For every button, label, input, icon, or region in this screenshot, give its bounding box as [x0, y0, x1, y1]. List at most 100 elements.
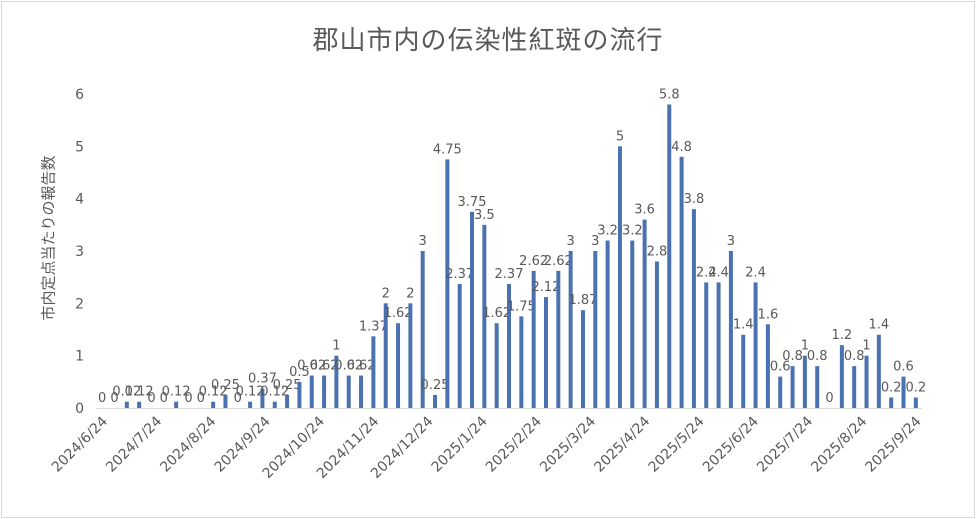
bar: [408, 303, 413, 408]
bar: [716, 282, 721, 408]
data-label: 3.5: [474, 208, 495, 223]
data-label: 0.8: [782, 349, 803, 364]
bar: [728, 251, 733, 408]
bar: [297, 381, 302, 408]
bar: [864, 355, 869, 408]
bar: [913, 397, 918, 408]
data-label: 0.2: [881, 381, 902, 396]
data-label: 0.62: [347, 359, 376, 374]
data-label: 1: [862, 339, 870, 354]
x-tick-label: 2025/5/24: [646, 413, 708, 475]
bar: [704, 282, 709, 408]
bar: [420, 251, 425, 408]
data-label: 1.6: [758, 307, 779, 322]
bar: [889, 397, 894, 408]
bar: [815, 366, 820, 408]
data-label: 0.62: [310, 359, 339, 374]
data-label: 2.4: [745, 265, 766, 280]
bar: [531, 270, 536, 408]
data-label: 0: [98, 391, 106, 406]
bar: [383, 303, 388, 408]
data-label: 2: [406, 286, 414, 301]
data-label: 0.5: [289, 365, 310, 380]
data-label: 0.37: [248, 372, 277, 387]
y-tick-label: 3: [75, 244, 84, 260]
x-tick-label: 2025/2/24: [483, 413, 545, 475]
data-label: 0.2: [905, 381, 926, 396]
y-tick-label: 5: [75, 139, 84, 155]
bar: [470, 211, 475, 408]
x-tick-label: 2025/8/24: [808, 413, 870, 475]
data-label: 5: [616, 129, 624, 144]
bar: [605, 240, 610, 408]
data-label: 1.4: [869, 318, 890, 333]
bar: [852, 366, 857, 408]
bar: [457, 283, 462, 408]
data-label: 0: [110, 391, 118, 406]
bar: [543, 297, 548, 408]
data-label: 2.4: [696, 265, 717, 280]
bar: [445, 159, 450, 408]
data-label: 3.2: [622, 224, 643, 239]
bar: [272, 401, 277, 408]
data-label: 1.75: [507, 299, 536, 314]
data-label: 5.8: [659, 87, 680, 102]
y-tick-label: 4: [75, 192, 84, 208]
bar: [753, 282, 758, 408]
bar: [346, 375, 351, 408]
bar: [248, 401, 253, 408]
data-label: 0.25: [421, 378, 450, 393]
y-tick-label: 2: [75, 296, 84, 312]
x-tick-label: 2025/4/24: [591, 413, 653, 475]
bar: [124, 401, 129, 408]
data-label: 2: [382, 286, 390, 301]
data-label: 0: [234, 391, 242, 406]
data-label: 1: [332, 339, 340, 354]
data-label: 0.12: [236, 385, 265, 400]
bar: [223, 394, 228, 408]
bar: [371, 336, 376, 408]
data-label: 0: [197, 391, 205, 406]
data-label: 0.25: [211, 378, 240, 393]
bar: [642, 219, 647, 408]
data-label: 3: [419, 234, 427, 249]
data-label: 0.12: [125, 385, 154, 400]
data-label: 0.62: [334, 359, 363, 374]
data-label: 0.8: [844, 349, 865, 364]
bar: [359, 375, 364, 408]
bar: [211, 401, 216, 408]
y-tick-label: 0: [75, 401, 84, 417]
data-label: 1.62: [482, 306, 511, 321]
bar: [679, 156, 684, 408]
bar: [778, 376, 783, 408]
data-label: 2.8: [647, 244, 668, 259]
x-tick-label: 2024/8/24: [157, 413, 219, 475]
data-label: 3.8: [684, 192, 705, 207]
bar: [507, 283, 511, 408]
x-tick-label: 2025/3/24: [537, 413, 599, 475]
data-label: 0.12: [112, 385, 141, 400]
data-label: 0: [184, 391, 192, 406]
bar: [137, 401, 142, 408]
data-label: 2.37: [495, 267, 524, 282]
data-label: 0.8: [807, 349, 828, 364]
x-tick-label: 2025/1/24: [429, 413, 491, 475]
bar: [876, 334, 881, 408]
bar: [901, 376, 906, 408]
data-label: 4.75: [433, 142, 462, 157]
bar: [482, 224, 487, 408]
data-label: 3: [567, 234, 575, 249]
data-label: 0: [147, 391, 155, 406]
data-label: 2.62: [519, 254, 548, 269]
bar: [765, 324, 770, 408]
data-label: 0.62: [297, 359, 326, 374]
bar: [322, 375, 327, 408]
data-label: 0.6: [770, 360, 791, 375]
bar: [667, 104, 672, 408]
data-label: 1.87: [568, 293, 597, 308]
bar: [630, 240, 635, 408]
data-label: 0.6: [893, 360, 914, 375]
data-label: 4.8: [671, 140, 692, 155]
